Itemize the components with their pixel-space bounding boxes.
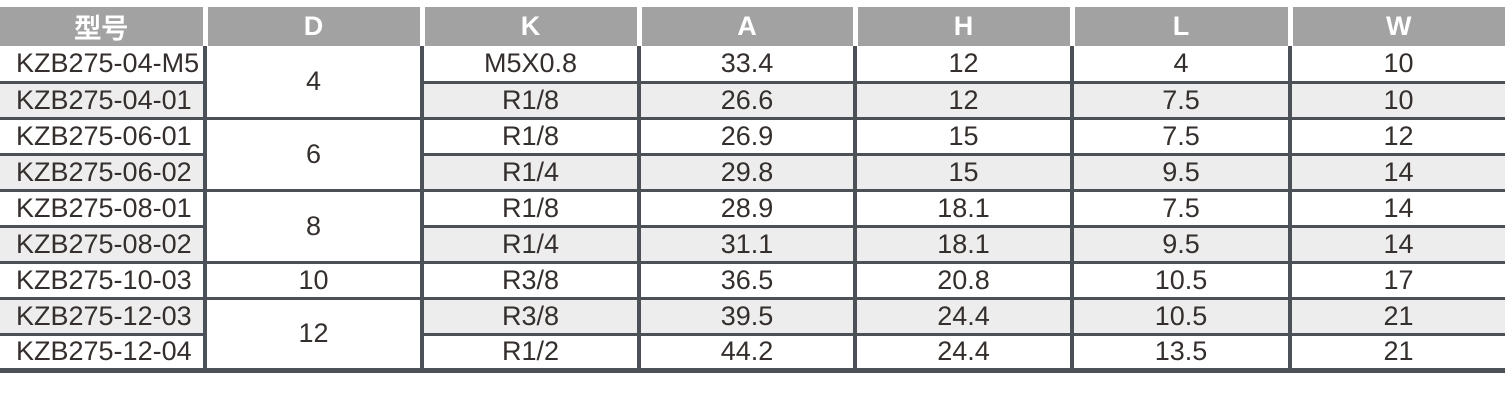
- a-cell: 29.8: [637, 152, 855, 190]
- h-cell: 18.1: [853, 224, 1072, 262]
- model-cell: KZB275-04-01: [0, 80, 205, 118]
- d-cell: 8: [203, 188, 422, 262]
- w-cell: 21: [1288, 332, 1505, 373]
- w-cell: 21: [1288, 296, 1505, 334]
- col-header-d: D: [202, 7, 422, 46]
- w-cell: 14: [1288, 224, 1505, 262]
- table-row: KZB275-04-01 R1/8 26.6 12 7.5 10: [0, 80, 1505, 118]
- d-cell: 6: [203, 116, 422, 190]
- a-cell: 36.5: [637, 260, 855, 298]
- h-cell: 24.4: [853, 332, 1072, 373]
- d-cell: 10: [203, 260, 422, 298]
- model-cell: KZB275-08-02: [0, 224, 205, 262]
- col-header-a: A: [636, 7, 855, 46]
- table-row: KZB275-08-01 8 R1/8 28.9 18.1 7.5 14: [0, 188, 1505, 262]
- k-cell: R1/8: [420, 188, 639, 226]
- w-cell: 17: [1288, 260, 1505, 298]
- model-cell: KZB275-12-04: [0, 332, 205, 373]
- model-cell: KZB275-06-01: [0, 116, 205, 154]
- table-row: KZB275-06-01 6 R1/8 26.9 15 7.5 12: [0, 116, 1505, 190]
- l-cell: 9.5: [1070, 152, 1290, 190]
- k-cell: R1/8: [420, 80, 639, 118]
- header-row: 型号 D K A H L W: [0, 7, 1505, 46]
- k-cell: R1/8: [420, 116, 639, 154]
- l-cell: 7.5: [1070, 116, 1290, 154]
- table-row: KZB275-12-04 R1/2 44.2 24.4 13.5 21: [0, 332, 1505, 373]
- a-cell: 31.1: [637, 224, 855, 262]
- k-cell: M5X0.8: [420, 46, 639, 82]
- d-cell: 12: [203, 296, 422, 373]
- table-row: KZB275-12-03 12 R3/8 39.5 24.4 10.5 21: [0, 296, 1505, 373]
- model-cell: KZB275-10-03: [0, 260, 205, 298]
- l-cell: 7.5: [1070, 188, 1290, 226]
- col-header-w: W: [1287, 7, 1505, 46]
- l-cell: 10.5: [1070, 296, 1290, 334]
- w-cell: 10: [1288, 46, 1505, 82]
- table-row: KZB275-06-02 R1/4 29.8 15 9.5 14: [0, 152, 1505, 190]
- model-cell: KZB275-08-01: [0, 188, 205, 226]
- table-row: KZB275-10-03 10 R3/8 36.5 20.8 10.5 17: [0, 260, 1505, 298]
- model-cell: KZB275-04-M5: [0, 46, 205, 82]
- col-header-model: 型号: [0, 7, 205, 46]
- col-header-k: K: [419, 7, 639, 46]
- col-header-h: H: [852, 7, 1072, 46]
- d-cell: 4: [203, 46, 422, 118]
- h-cell: 15: [853, 116, 1072, 154]
- k-cell: R3/8: [420, 296, 639, 334]
- h-cell: 18.1: [853, 188, 1072, 226]
- l-cell: 7.5: [1070, 80, 1290, 118]
- h-cell: 24.4: [853, 296, 1072, 334]
- model-cell: KZB275-12-03: [0, 296, 205, 334]
- w-cell: 10: [1288, 80, 1505, 118]
- h-cell: 12: [853, 80, 1072, 118]
- a-cell: 26.9: [637, 116, 855, 154]
- h-cell: 20.8: [853, 260, 1072, 298]
- a-cell: 39.5: [637, 296, 855, 334]
- a-cell: 33.4: [637, 46, 855, 82]
- model-cell: KZB275-06-02: [0, 152, 205, 190]
- w-cell: 12: [1288, 116, 1505, 154]
- a-cell: 28.9: [637, 188, 855, 226]
- a-cell: 26.6: [637, 80, 855, 118]
- w-cell: 14: [1288, 188, 1505, 226]
- h-cell: 15: [853, 152, 1072, 190]
- col-header-l: L: [1069, 7, 1290, 46]
- l-cell: 9.5: [1070, 224, 1290, 262]
- k-cell: R1/4: [420, 224, 639, 262]
- w-cell: 14: [1288, 152, 1505, 190]
- k-cell: R3/8: [420, 260, 639, 298]
- k-cell: R1/4: [420, 152, 639, 190]
- l-cell: 10.5: [1070, 260, 1290, 298]
- a-cell: 44.2: [637, 332, 855, 373]
- table-row: KZB275-08-02 R1/4 31.1 18.1 9.5 14: [0, 224, 1505, 262]
- k-cell: R1/2: [420, 332, 639, 373]
- l-cell: 4: [1070, 46, 1290, 82]
- spec-table: 型号 D K A H L W KZB275-04-M5 4 M5X0.8 33.…: [0, 7, 1505, 373]
- h-cell: 12: [853, 46, 1072, 82]
- l-cell: 13.5: [1070, 332, 1290, 373]
- table-row: KZB275-04-M5 4 M5X0.8 33.4 12 4 10: [0, 46, 1505, 118]
